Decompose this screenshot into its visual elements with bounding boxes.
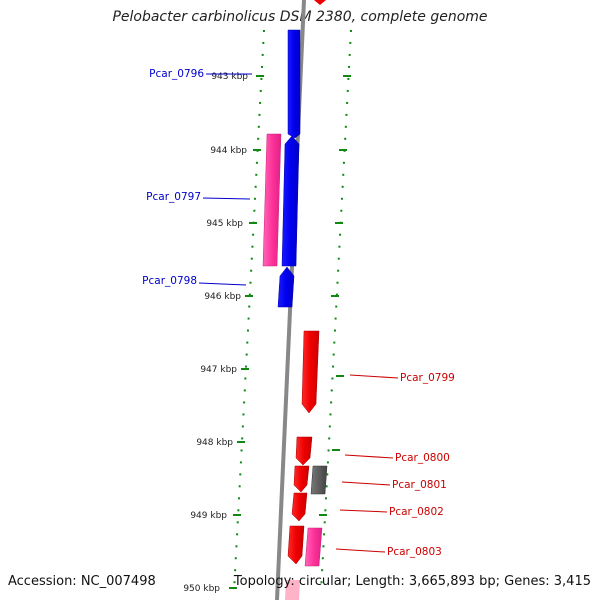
forward-gene-labels: Pcar_0799 Pcar_0800 Pcar_0801 Pcar_0802 … xyxy=(335,372,455,558)
gray-feature[interactable] xyxy=(310,465,328,495)
top-red-feature[interactable] xyxy=(314,0,326,5)
gene-arrow-pcar-0798[interactable] xyxy=(277,266,295,308)
gene-label[interactable]: Pcar_0796 xyxy=(149,68,204,80)
gene-label[interactable]: Pcar_0798 xyxy=(142,275,197,287)
gene-label[interactable]: Pcar_0801 xyxy=(392,479,447,491)
gene-arrow-pcar-0800[interactable] xyxy=(295,436,313,466)
gene-label[interactable]: Pcar_0803 xyxy=(387,546,442,558)
tick-label: 947 kbp xyxy=(200,365,237,375)
tick-label: 948 kbp xyxy=(196,438,233,448)
gene-arrow-pcar-0799[interactable] xyxy=(301,330,320,414)
outer-tick-ring xyxy=(320,29,352,593)
gene-label-leader xyxy=(349,374,399,379)
bottom-pink-feature[interactable] xyxy=(285,580,300,600)
pink-feature[interactable] xyxy=(262,133,282,267)
tick-label: 943 kbp xyxy=(211,72,248,82)
gene-label-leader xyxy=(344,454,394,459)
gene-label-leader xyxy=(198,282,247,286)
tick-label: 946 kbp xyxy=(204,292,241,302)
gene-arrow-pcar-0797[interactable] xyxy=(281,135,300,267)
gene-label[interactable]: Pcar_0799 xyxy=(400,372,455,384)
gene-label-leader xyxy=(341,481,391,486)
inner-tick-ring xyxy=(233,29,265,593)
tick-label: 949 kbp xyxy=(190,511,227,521)
gene-arrow-pcar-0802[interactable] xyxy=(291,492,308,522)
gene-label[interactable]: Pcar_0802 xyxy=(389,506,444,518)
gene-arrow-pcar-0801[interactable] xyxy=(293,465,310,493)
tick-label: 950 kbp xyxy=(183,584,220,594)
gene-label[interactable]: Pcar_0800 xyxy=(395,452,450,464)
topology-text: Topology: circular; Length: 3,665,893 bp… xyxy=(233,574,591,589)
gene-label-leader xyxy=(202,197,251,200)
gene-label[interactable]: Pcar_0797 xyxy=(146,191,201,203)
map-title: Pelobacter carbinolicus DSM 2380, comple… xyxy=(112,9,488,25)
gene-label-leader xyxy=(339,509,388,513)
forward-strand-features xyxy=(285,0,328,600)
reverse-gene-labels: Pcar_0796 Pcar_0797 Pcar_0798 xyxy=(142,68,252,287)
gene-arrow-pcar-0796[interactable] xyxy=(287,29,301,139)
tick-label: 944 kbp xyxy=(210,146,247,156)
accession-text: Accession: NC_007498 xyxy=(8,574,156,589)
tick-label: 945 kbp xyxy=(206,219,243,229)
pink-feature[interactable] xyxy=(304,527,323,567)
gene-arrow-pcar-0803[interactable] xyxy=(287,525,305,565)
reverse-strand-features xyxy=(262,29,301,308)
gene-label-leader xyxy=(335,548,386,553)
scale-ticks: 943 kbp 944 kbp 945 kbp 946 kbp 947 kbp … xyxy=(183,72,351,594)
